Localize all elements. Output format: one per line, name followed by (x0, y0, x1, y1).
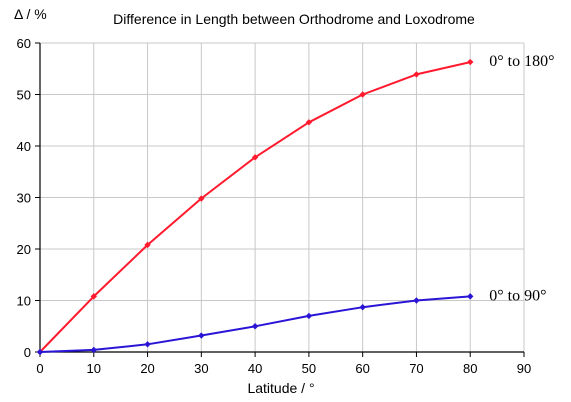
series-1-label: 0° to 180° (489, 53, 554, 70)
series-1-point (413, 71, 420, 78)
series-1-point (90, 293, 97, 300)
y-tick-label: 10 (17, 294, 31, 309)
series-2-point (36, 348, 44, 356)
y-tick-label: 50 (17, 88, 31, 103)
axes (35, 42, 525, 357)
x-tick-label: 70 (409, 361, 423, 376)
x-tick-label: 0 (36, 361, 43, 376)
y-tick-labels: 0 10 20 30 40 50 60 (17, 36, 31, 360)
x-tick-labels: 0 10 20 30 40 50 60 70 80 90 (36, 361, 531, 376)
series-group (36, 58, 474, 356)
y-tick-label: 40 (17, 139, 31, 154)
y-tick-label: 60 (17, 36, 31, 51)
grid (40, 42, 525, 352)
series-1-point (251, 154, 259, 161)
series-2-point (413, 297, 420, 304)
y-tick-label: 0 (24, 345, 31, 360)
x-tick-label: 80 (463, 361, 477, 376)
series-2-point (198, 332, 205, 339)
chart-title: Difference in Length between Orthodrome … (113, 11, 475, 27)
series-2-label: 0° to 90° (489, 287, 546, 304)
series-2-point (359, 303, 366, 311)
x-tick-label: 40 (248, 361, 262, 376)
x-axis-label: Latitude / ° (247, 380, 314, 396)
x-tick-label: 30 (194, 361, 208, 376)
series-2-point (305, 312, 313, 320)
series-2-point (251, 323, 259, 330)
x-tick-label: 50 (302, 361, 316, 376)
x-tick-label: 10 (87, 361, 101, 376)
series-2-point (144, 341, 151, 348)
series-1-point (198, 195, 205, 202)
series-1-point (144, 241, 151, 249)
x-tick-label: 90 (517, 361, 531, 376)
y-tick-label: 20 (17, 242, 31, 257)
series-labels: 0° to 180° 0° to 90° (489, 53, 554, 304)
x-tick-label: 20 (140, 361, 154, 376)
series-1-point (359, 91, 366, 98)
x-tick-label: 60 (355, 361, 369, 376)
series-2-point (90, 346, 97, 354)
series-1-point (305, 119, 313, 126)
y-tick-label: 30 (17, 191, 31, 206)
series-1-point (467, 58, 474, 66)
series-2-point (467, 293, 474, 300)
y-axis-label: Δ / % (14, 6, 47, 22)
